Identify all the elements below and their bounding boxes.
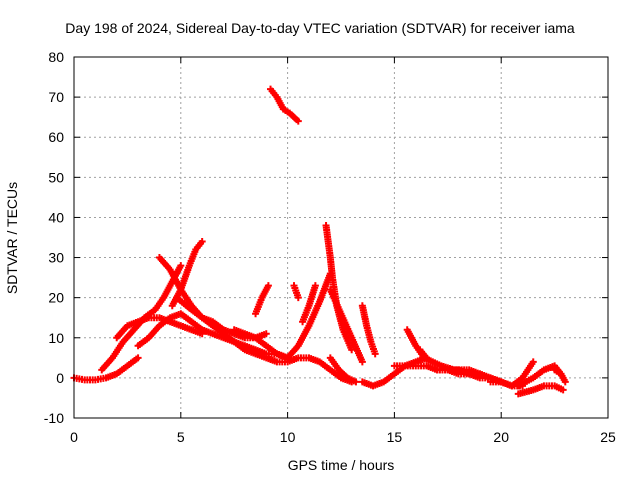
y-tick-label: 30: [48, 250, 64, 266]
chart-title: Day 198 of 2024, Sidereal Day-to-day VTE…: [65, 20, 575, 36]
y-tick-label: 50: [48, 169, 64, 185]
series-seg15: [326, 354, 360, 386]
y-tick-label: 80: [48, 49, 64, 65]
x-tick-label: 10: [280, 429, 296, 445]
y-axis-label: SDTVAR / TECUs: [4, 181, 20, 295]
y-tick-label: 40: [48, 209, 64, 225]
data-point: [358, 358, 366, 366]
x-tick-label: 25: [600, 429, 616, 445]
data-point: [134, 354, 142, 362]
series-seg11: [290, 282, 302, 302]
plot-frame: [73, 56, 609, 419]
data-point: [311, 282, 319, 290]
data-point: [177, 262, 185, 270]
data-point: [198, 238, 206, 246]
series-seg5: [134, 310, 356, 386]
y-tick-label: 10: [48, 330, 64, 346]
y-tick-label: 0: [56, 370, 64, 386]
series-seg1: [70, 354, 142, 384]
series-seg25: [551, 366, 569, 386]
series-seg9: [252, 282, 272, 318]
y-tick-label: 60: [48, 129, 64, 145]
y-tick-label: 20: [48, 290, 64, 306]
axis-ticks: 0 5 10 15 20 25 -10 0 10 20 30 40 50 60 70 80: [44, 49, 616, 445]
data-point: [561, 378, 569, 386]
series-seg17: [358, 354, 430, 390]
series-seg20: [416, 346, 430, 362]
data-point: [294, 117, 302, 125]
y-tick-label: 70: [48, 89, 64, 105]
series-seg12: [299, 282, 319, 326]
data-point: [422, 354, 430, 362]
series-seg14: [326, 286, 366, 366]
series-seg24: [514, 382, 567, 398]
data-points: [70, 85, 569, 398]
data-point: [262, 330, 270, 338]
x-tick-label: 20: [493, 429, 509, 445]
data-point: [529, 358, 537, 366]
series-seg10: [267, 85, 302, 125]
data-point: [559, 386, 567, 394]
data-point: [264, 282, 272, 290]
x-tick-label: 15: [387, 429, 403, 445]
y-tick-label: -10: [44, 410, 64, 426]
data-point: [348, 346, 356, 354]
x-tick-label: 0: [70, 429, 78, 445]
x-tick-label: 5: [177, 429, 185, 445]
series-seg22: [487, 358, 537, 390]
data-point: [352, 378, 360, 386]
data-point: [294, 294, 302, 302]
series-seg16: [358, 302, 379, 358]
grid-lines: [74, 57, 608, 418]
data-point: [371, 350, 379, 358]
x-axis-label: GPS time / hours: [287, 457, 395, 473]
